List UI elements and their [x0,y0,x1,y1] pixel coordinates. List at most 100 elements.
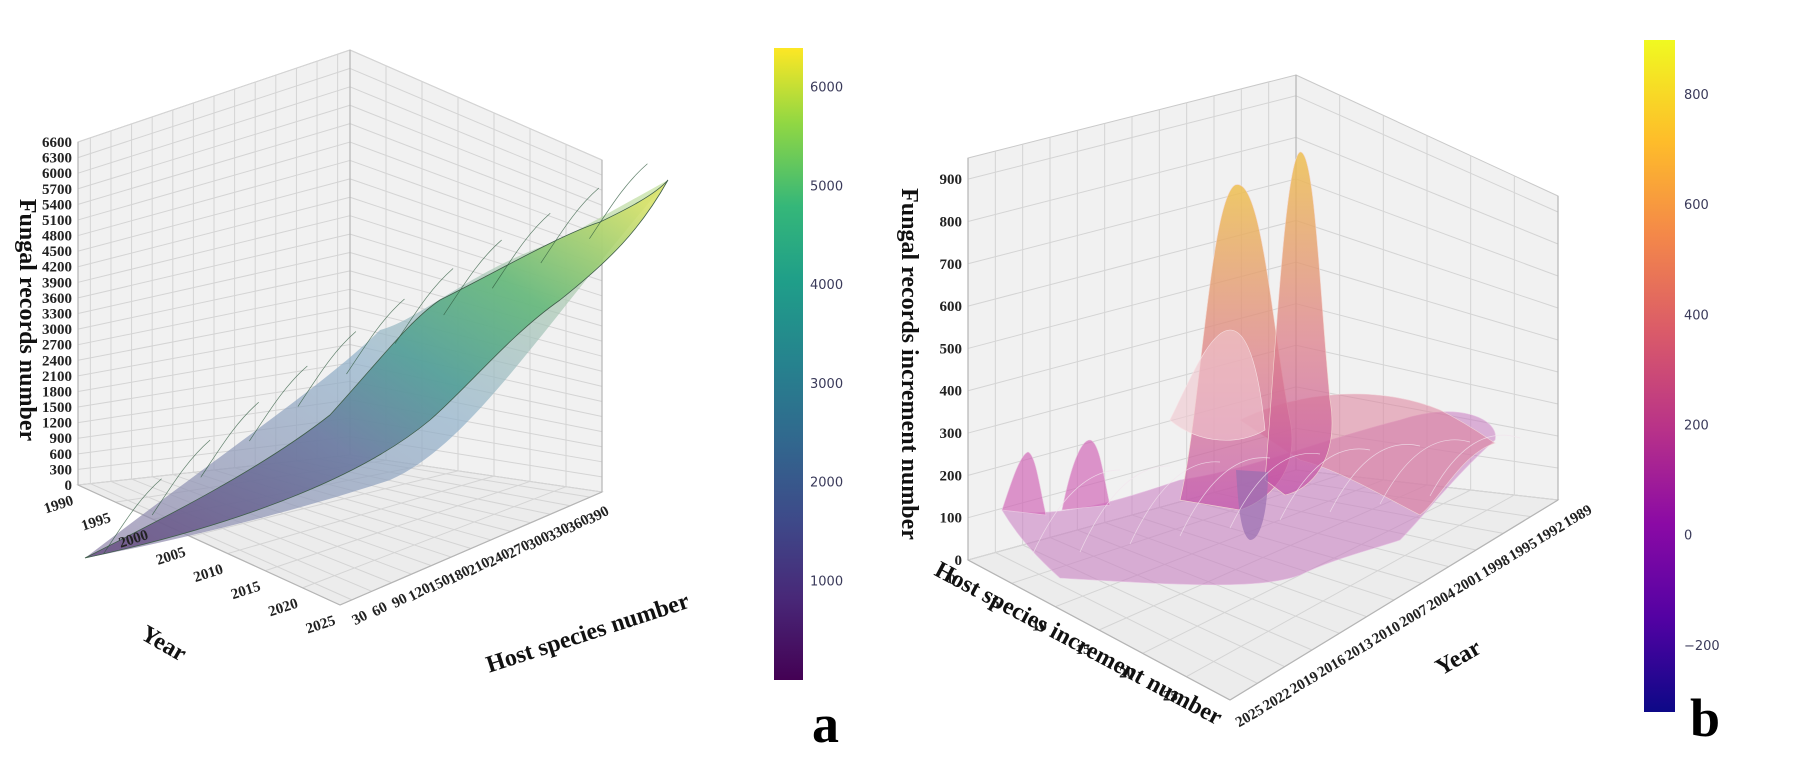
z-tick-a: 5700 [42,182,72,198]
gridline-a-z-right [349,159,603,252]
gridline-a-z-right [349,67,603,176]
colorbar-a-ticks: 1000 2000 3000 4000 5000 6000 [810,81,843,590]
peak-2 [1264,151,1333,496]
mesh-line-b [1179,457,1271,537]
edge-a-4 [77,484,341,606]
z-tick-a: 4200 [42,260,72,276]
z-tick-a: 5400 [42,197,72,213]
z-tick-a: 3300 [42,307,72,323]
z-tick-a: 6300 [42,151,72,167]
mesh-line-b [1329,444,1421,513]
z-tick-b: 800 [940,214,963,230]
x-axis-title-a: Year [136,621,191,668]
z-tick-a: 3000 [42,322,72,338]
panel-a: 0300600900120015001800210024002700300033… [14,48,843,754]
mesh-line-a [103,478,162,554]
y-tick-a: 30 [350,608,371,629]
z-tick-a: 2100 [42,369,72,385]
z-tick-b: 0 [955,553,963,569]
mesh-line-b [1429,434,1521,497]
y-tick-b: 2001 [1452,569,1486,598]
mesh-line-b [1379,439,1471,505]
mesh-line-a [443,239,502,316]
gridline-a-z-right [349,141,603,236]
x-tick-a: 2020 [267,596,300,620]
gridline-a-z-right [349,49,603,161]
colorbar-a-tick: 6000 [810,81,843,96]
gridline-a-z-right [349,104,603,206]
x-tick-a: 1995 [79,510,112,534]
x-tick-b: 0 [948,572,956,588]
z-tick-b: 200 [940,468,963,484]
mesh-line-b [1129,461,1221,545]
z-tick-a: 2400 [42,353,72,369]
z-tick-a: 5100 [42,213,72,229]
edge-b-4 [967,559,1231,701]
y-tick-b: 2013 [1342,635,1376,664]
colorbar-b-tick: −200 [1684,639,1720,654]
mesh-line-a [589,163,648,239]
mesh-line-a [200,402,259,478]
z-tick-a: 900 [50,431,73,447]
y-tick-a: 60 [370,599,391,620]
y-tick-b: 2007 [1397,602,1431,631]
colorbar-b-tick: 0 [1684,529,1692,544]
z-tick-a: 1500 [42,400,72,416]
y-tick-b: 2025 [1233,702,1267,731]
y-tick-a: 90 [389,591,410,612]
peak-3 [1169,329,1266,441]
z-tick-labels-b: 0 100 200 300 400 500 600 700 800 900 [940,172,963,569]
mesh-line-b [1279,448,1371,521]
colorbar-a-tick: 1000 [810,574,843,589]
z-tick-b: 900 [940,172,963,188]
pit-b [1236,470,1268,540]
z-tick-b: 700 [940,257,963,273]
mesh-line-a [297,331,357,407]
colorbar-a-tick: 2000 [810,476,843,491]
colorbar-b-tick: 400 [1684,308,1709,323]
panel-label-a: a [812,694,839,754]
edge-b-5 [1229,499,1559,701]
colorbar-a [774,48,803,680]
y-tick-b: 1995 [1506,535,1540,564]
y-tick-b: 2010 [1370,619,1404,648]
gridline-a-z-right [349,123,603,221]
x-tick-b: 5 [992,595,1000,611]
gridline-b-y-floor [995,552,1258,684]
x-tick-a: 2005 [154,544,187,568]
y-tick-b: 1989 [1561,502,1595,531]
z-tick-b: 600 [940,299,963,315]
surface-a [84,179,669,559]
x-tick-labels-b: 0 5 10 15 20 25 [948,572,1178,705]
gridline-a-z-right [349,86,603,191]
z-tick-b: 300 [940,426,963,442]
z-tick-a: 6000 [42,166,72,182]
mesh-line-b [1229,452,1321,529]
colorbar-a-tick: 3000 [810,377,843,392]
z-tick-a: 1200 [42,416,72,432]
peak-4 [1001,451,1047,516]
y-axis-title-a: Host species number [483,588,693,678]
z-tick-a: 2700 [42,338,72,354]
surface-a-mesh [103,163,648,554]
z-tick-a: 0 [65,478,73,494]
mesh-line-a [540,187,600,264]
z-tick-a: 3600 [42,291,72,307]
z-tick-a: 1800 [42,384,72,400]
y-tick-b: 1998 [1479,552,1513,581]
y-tick-b: 2019 [1288,669,1322,698]
z-tick-a: 4500 [42,244,72,260]
mesh-line-a [249,365,308,442]
y-tick-b: 2004 [1424,585,1458,614]
z-tick-b: 500 [940,341,963,357]
y-axis-title-b: Year [1431,635,1486,682]
gridline-a-y-floor [90,483,353,601]
z-tick-a: 600 [50,447,73,463]
z-tick-b: 100 [940,511,963,527]
z-tick-a: 4800 [42,229,72,245]
x-tick-a: 2015 [229,579,262,603]
x-tick-a: 1990 [42,493,75,517]
